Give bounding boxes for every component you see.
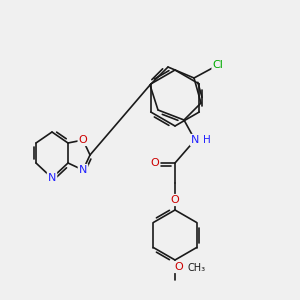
- Text: O: O: [175, 262, 183, 272]
- Text: Cl: Cl: [213, 60, 224, 70]
- Text: N: N: [79, 165, 87, 175]
- Text: O: O: [171, 195, 179, 205]
- Text: N: N: [48, 173, 56, 183]
- Text: CH₃: CH₃: [188, 263, 206, 273]
- Text: O: O: [79, 135, 87, 145]
- Text: N: N: [191, 135, 199, 145]
- Text: O: O: [151, 158, 159, 168]
- Text: H: H: [203, 135, 211, 145]
